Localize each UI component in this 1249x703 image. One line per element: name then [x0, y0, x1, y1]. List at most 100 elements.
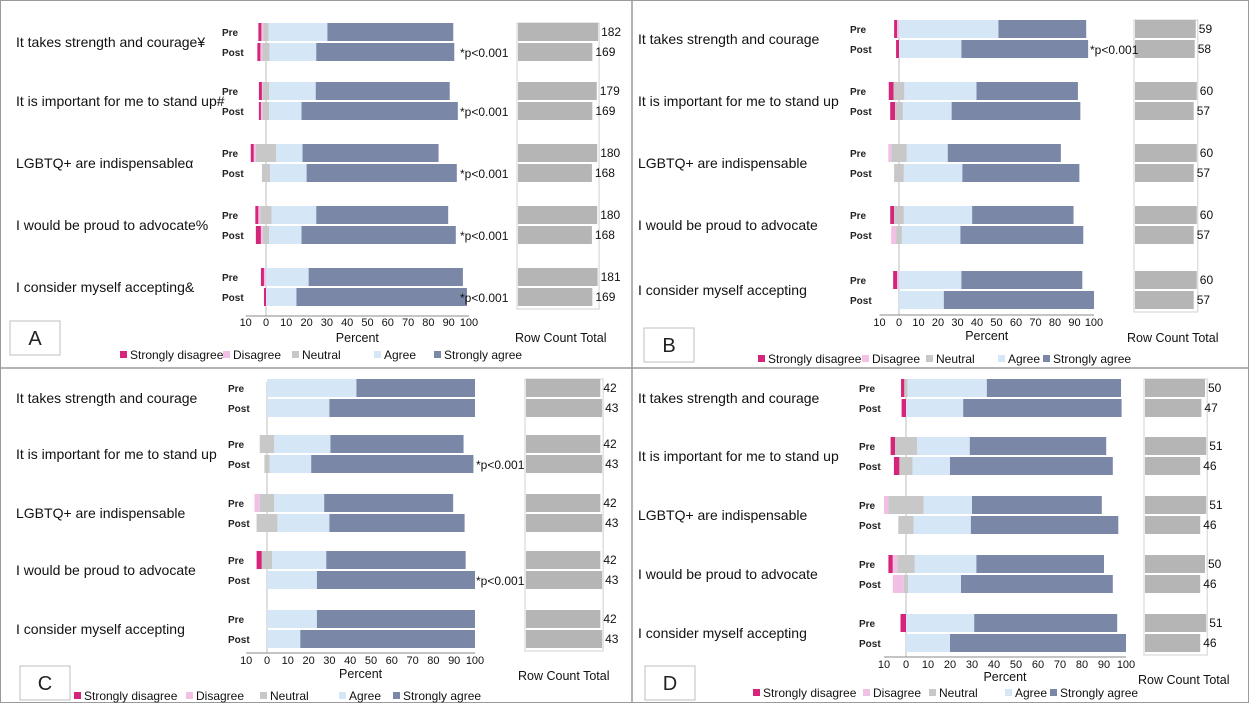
pre-label: Pre: [850, 211, 867, 222]
bar-segment-strongly-disagree: [893, 457, 900, 475]
bar-segment-strongly-agree: [961, 575, 1113, 593]
row-count-title: Row Count Total: [515, 331, 607, 345]
row-count-bar: [518, 206, 598, 224]
bar-segment-agree: [274, 435, 331, 453]
bar-segment-strongly-disagree: [258, 102, 261, 120]
significance-label: *p<0.001: [460, 105, 509, 119]
x-tick-label: 100: [1085, 317, 1103, 329]
post-label: Post: [228, 404, 250, 415]
post-label: Post: [222, 293, 244, 304]
row-count-value: 42: [603, 496, 617, 510]
bar-segment-strongly-disagree: [890, 437, 895, 455]
bar-segment-strongly-agree: [316, 206, 449, 224]
question-label: It takes strength and courage: [638, 390, 820, 406]
pre-label: Pre: [228, 556, 245, 567]
significance-label: *p<0.001: [476, 458, 525, 472]
row-count-bar: [526, 435, 601, 453]
bar-segment-strongly-disagree: [893, 271, 898, 289]
significance-label: *p<0.001: [460, 46, 509, 60]
x-tick-label: 20: [302, 655, 314, 667]
row-count-bar: [1145, 379, 1205, 397]
legend-swatch-strongly-agree: [1050, 689, 1057, 696]
row-count-bar: [526, 514, 603, 532]
bar-segment-disagree: [897, 271, 899, 289]
bar-segment-strongly-agree: [943, 291, 1094, 309]
row-count-bar: [518, 144, 598, 162]
legend-swatch-neutral: [292, 351, 299, 358]
row-count-value: 50: [1208, 557, 1222, 571]
bar-segment-strongly-agree: [301, 226, 456, 244]
row-count-value: 57: [1197, 228, 1211, 242]
bar-segment-agree: [912, 457, 950, 475]
row-count-value: 180: [600, 208, 620, 222]
pre-label: Pre: [859, 501, 876, 512]
x-tick-label: 90: [448, 655, 460, 667]
bar-segment-disagree: [258, 206, 261, 224]
pre-label: Pre: [859, 619, 876, 630]
bar-segment-agree: [906, 399, 964, 417]
row-count-bar: [518, 226, 592, 244]
post-label: Post: [850, 45, 872, 56]
pre-label: Pre: [850, 87, 867, 98]
row-count-bar: [526, 610, 601, 628]
bar-segment-agree: [907, 379, 987, 397]
row-count-value: 57: [1197, 293, 1211, 307]
legend-swatch-agree: [339, 692, 346, 699]
x-tick-label: 30: [966, 659, 978, 671]
x-tick-label: 60: [386, 655, 398, 667]
bar-segment-agree: [908, 575, 961, 593]
bar-segment-agree: [917, 437, 970, 455]
bar-segment-agree: [906, 144, 948, 162]
question-label: I would be proud to advocate%: [16, 217, 208, 233]
bar-segment-neutral: [888, 496, 924, 514]
bar-segment-strongly-agree: [960, 226, 1084, 244]
bar-segment-neutral: [894, 164, 904, 182]
row-count-value: 60: [1200, 208, 1214, 222]
bar-segment-strongly-agree: [326, 551, 466, 569]
row-count-value: 181: [601, 270, 621, 284]
bar-segment-neutral: [261, 551, 273, 569]
x-tick-label: 70: [402, 317, 414, 329]
legend-label: Neutral: [270, 689, 309, 703]
bar-segment-neutral: [260, 206, 272, 224]
bar-segment-disagree: [891, 226, 897, 244]
row-count-bar: [526, 571, 603, 589]
bar-segment-strongly-disagree: [900, 614, 906, 632]
bar-segment-neutral: [895, 102, 903, 120]
row-count-value: 47: [1204, 401, 1218, 415]
x-tick-label: 30: [321, 317, 333, 329]
bar-segment-neutral: [904, 379, 908, 397]
x-tick-label: 60: [1010, 317, 1022, 329]
bar-segment-strongly-agree: [962, 164, 1080, 182]
pre-label: Pre: [850, 149, 867, 160]
row-count-bar: [1135, 291, 1194, 309]
post-label: Post: [859, 521, 881, 532]
legend-label: Agree: [384, 348, 416, 362]
bar-segment-strongly-agree: [976, 82, 1078, 100]
bar-segment-disagree: [884, 496, 889, 514]
legend-swatch-strongly-agree: [393, 692, 400, 699]
bar-segment-neutral: [895, 437, 917, 455]
bar-segment-neutral: [264, 455, 270, 473]
question-label: It is important for me to stand up: [16, 446, 217, 462]
row-count-bar: [526, 379, 601, 397]
x-tick-label: 10: [912, 317, 924, 329]
bar-segment-disagree: [261, 82, 263, 100]
x-tick-label: 40: [971, 317, 983, 329]
x-tick-label: 10: [282, 655, 294, 667]
x-tick-label: 60: [1032, 659, 1044, 671]
bar-segment-strongly-disagree: [888, 555, 893, 573]
bar-segment-agree: [268, 23, 328, 41]
bar-segment-neutral: [262, 226, 270, 244]
x-tick-label: 30: [323, 655, 335, 667]
x-tick-label: 20: [944, 659, 956, 671]
x-axis-title: Percent: [336, 331, 380, 345]
x-tick-label: 40: [988, 659, 1000, 671]
bar-segment-neutral: [262, 43, 270, 61]
row-count-value: 50: [1208, 381, 1222, 395]
bar-segment-strongly-agree: [316, 571, 475, 589]
panel-letter: B: [662, 335, 675, 357]
bar-segment-neutral: [262, 102, 270, 120]
